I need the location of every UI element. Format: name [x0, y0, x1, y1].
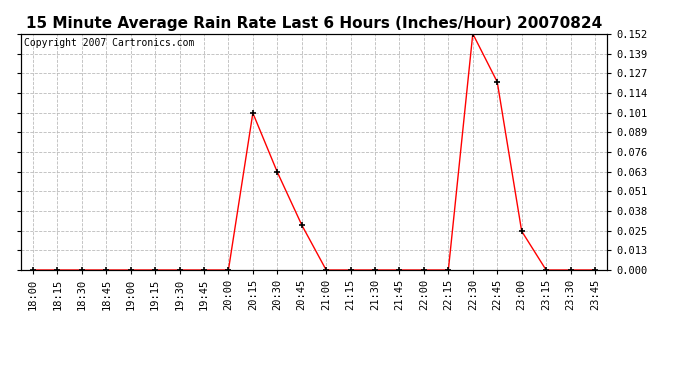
Title: 15 Minute Average Rain Rate Last 6 Hours (Inches/Hour) 20070824: 15 Minute Average Rain Rate Last 6 Hours… [26, 16, 602, 31]
Text: Copyright 2007 Cartronics.com: Copyright 2007 Cartronics.com [23, 39, 194, 48]
